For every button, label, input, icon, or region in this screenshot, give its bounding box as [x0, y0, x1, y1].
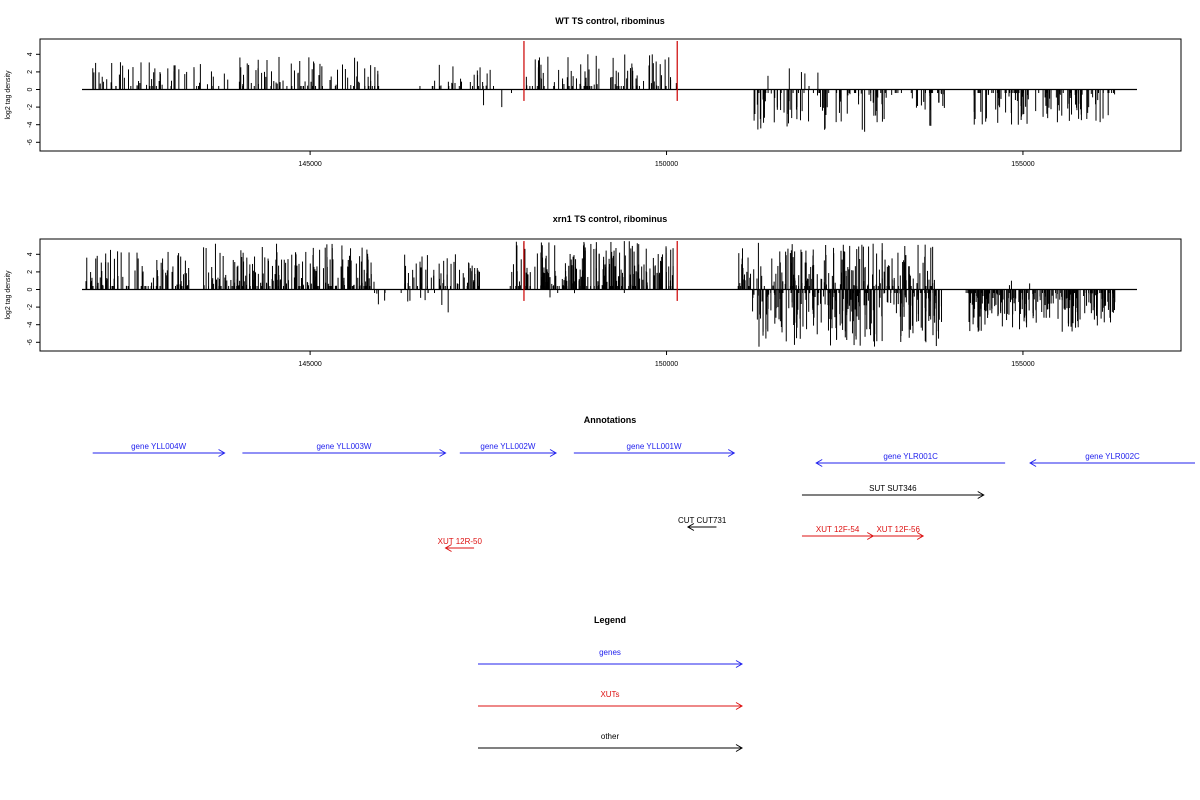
- xrn1-y-axis: 4 2 0 -2 -4 -6: [27, 252, 40, 345]
- y-tick-label: 2: [27, 70, 34, 74]
- y-tick-label: -6: [27, 339, 34, 345]
- y-tick-label: -2: [27, 304, 34, 310]
- annotation-arrow: gene YLL002W: [459, 442, 558, 457]
- annotation-arrow: XUT 12F-56: [873, 525, 925, 540]
- annotation-label: gene YLL002W: [480, 442, 535, 451]
- legend-label: other: [601, 732, 620, 741]
- wt-plot-frame: [39, 38, 1182, 152]
- wt-y-axis-label: log2 tag density: [5, 70, 12, 120]
- legend-entries: genes XUTs other: [478, 648, 743, 752]
- annotation-label: XUT 12R-50: [438, 537, 483, 546]
- y-tick-label: -4: [27, 321, 34, 327]
- x-tick-label: 150000: [655, 161, 678, 168]
- wt-x-axis: 145000 150000 155000: [298, 151, 1035, 168]
- annotation-arrow: gene YLL003W: [242, 442, 447, 457]
- annotation-arrow: gene YLR001C: [815, 452, 1006, 467]
- x-tick-label: 155000: [1011, 361, 1034, 368]
- wt-bars: [82, 41, 1137, 132]
- legend-label: XUTs: [600, 690, 619, 699]
- annotations-panel: Annotations gene YLL004W gene YLL003W gene…: [92, 415, 1195, 552]
- xrn1-bars: [82, 241, 1137, 347]
- annotation-label: XUT 12F-56: [876, 525, 920, 534]
- wt-density-panel: WT TS control, ribominus log2 tag densit…: [5, 16, 1182, 168]
- xrn1-y-axis-label: log2 tag density: [5, 270, 12, 320]
- annotations-title: Annotations: [584, 415, 637, 425]
- annotation-arrow: XUT 12R-50: [438, 537, 483, 552]
- xrn1-density-panel: xrn1 TS control, ribominus log2 tag dens…: [5, 214, 1182, 368]
- annotation-tracks: gene YLL004W gene YLL003W gene YLL002W gene…: [92, 442, 1195, 552]
- annotation-arrow: XUT 12F-54: [801, 525, 875, 540]
- annotation-label: gene YLL004W: [131, 442, 186, 451]
- x-tick-label: 150000: [655, 361, 678, 368]
- legend-title: Legend: [594, 615, 626, 625]
- legend-label: genes: [599, 648, 621, 657]
- annotation-label: gene YLL001W: [627, 442, 682, 451]
- annotation-label: XUT 12F-54: [816, 525, 860, 534]
- annotation-label: gene YLR001C: [883, 452, 938, 461]
- xrn1-x-axis: 145000 150000 155000: [298, 351, 1035, 368]
- annotation-label: gene YLR002C: [1085, 452, 1140, 461]
- annotation-arrow: gene YLR002C: [1029, 452, 1195, 467]
- legend-arrow-gene: genes: [478, 648, 743, 668]
- y-tick-label: 0: [27, 287, 34, 291]
- xrn1-panel-title: xrn1 TS control, ribominus: [553, 214, 668, 224]
- y-tick-label: -2: [27, 104, 34, 110]
- wt-panel-title: WT TS control, ribominus: [555, 16, 665, 26]
- wt-y-axis: 4 2 0 -2 -4 -6: [27, 52, 40, 145]
- xrn1-plot-frame: [39, 238, 1182, 352]
- x-tick-label: 155000: [1011, 161, 1034, 168]
- x-tick-label: 145000: [298, 361, 321, 368]
- legend-arrow-other: other: [478, 732, 743, 752]
- y-tick-label: 2: [27, 270, 34, 274]
- annotation-arrow: gene YLL001W: [573, 442, 736, 457]
- y-tick-label: -4: [27, 121, 34, 127]
- y-tick-label: 0: [27, 87, 34, 91]
- annotation-label: CUT CUT731: [678, 516, 727, 525]
- y-tick-label: 4: [27, 252, 34, 256]
- legend-arrow-xut: XUTs: [478, 690, 743, 710]
- annotation-arrow: gene YLL004W: [92, 442, 226, 457]
- y-tick-label: -6: [27, 139, 34, 145]
- x-tick-label: 145000: [298, 161, 321, 168]
- annotation-label: gene YLL003W: [316, 442, 371, 451]
- annotation-arrow: CUT CUT731: [678, 516, 727, 531]
- annotation-label: SUT SUT346: [869, 484, 917, 493]
- y-tick-label: 4: [27, 52, 34, 56]
- legend-panel: Legend genes XUTs other: [478, 615, 743, 752]
- annotation-arrow: SUT SUT346: [801, 484, 985, 499]
